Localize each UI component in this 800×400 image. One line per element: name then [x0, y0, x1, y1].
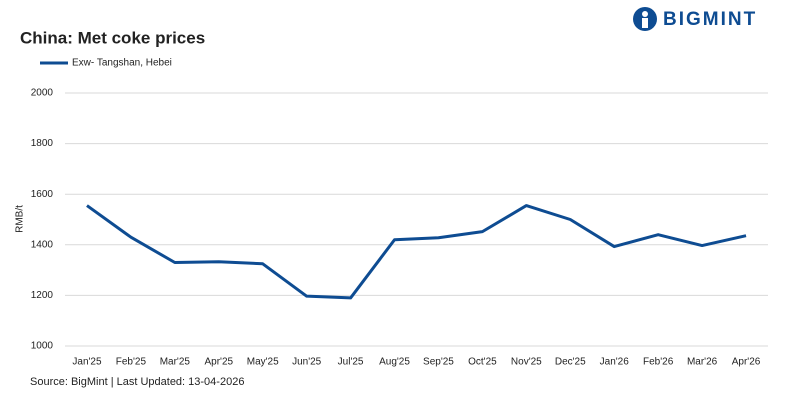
- legend-label: Exw- Tangshan, Hebei: [72, 58, 172, 69]
- x-tick-label: Feb'26: [643, 357, 674, 368]
- data-line: [86, 204, 747, 300]
- x-tick-label: Apr'25: [204, 357, 233, 368]
- x-tick-label: Jan'26: [600, 357, 630, 368]
- y-tick-label: 1800: [31, 138, 54, 149]
- x-tick-label: Feb'25: [116, 357, 147, 368]
- x-tick-label: Aug'25: [379, 357, 410, 368]
- y-tick-label: 1000: [31, 341, 54, 352]
- x-tick-label: Apr'26: [732, 357, 761, 368]
- source-note: Source: BigMint | Last Updated: 13-04-20…: [30, 376, 244, 388]
- x-tick-label: Jun'25: [292, 357, 322, 368]
- x-tick-label: Jan'25: [72, 357, 102, 368]
- x-tick-label: Jul'25: [338, 357, 364, 368]
- logo-text: BIGMINT: [663, 9, 757, 30]
- logo-icon-body: [642, 18, 648, 28]
- chart-title: China: Met coke prices: [20, 28, 205, 47]
- x-tick-label: Mar'25: [160, 357, 191, 368]
- x-tick-label: Mar'26: [687, 357, 718, 368]
- logo-icon-dot: [642, 11, 648, 17]
- x-tick-label: Dec'25: [555, 357, 586, 368]
- logo: BIGMINT: [633, 7, 757, 31]
- y-tick-label: 1400: [31, 239, 54, 250]
- y-tick-label: 1600: [31, 189, 54, 200]
- x-tick-label: Oct'25: [468, 357, 497, 368]
- x-tick-label: Nov'25: [511, 357, 542, 368]
- y-axis-label: RMB/t: [15, 205, 26, 233]
- x-tick-label: Sep'25: [423, 357, 454, 368]
- y-tick-label: 1200: [31, 290, 54, 301]
- y-tick-label: 2000: [31, 88, 54, 99]
- x-tick-label: May'25: [247, 357, 279, 368]
